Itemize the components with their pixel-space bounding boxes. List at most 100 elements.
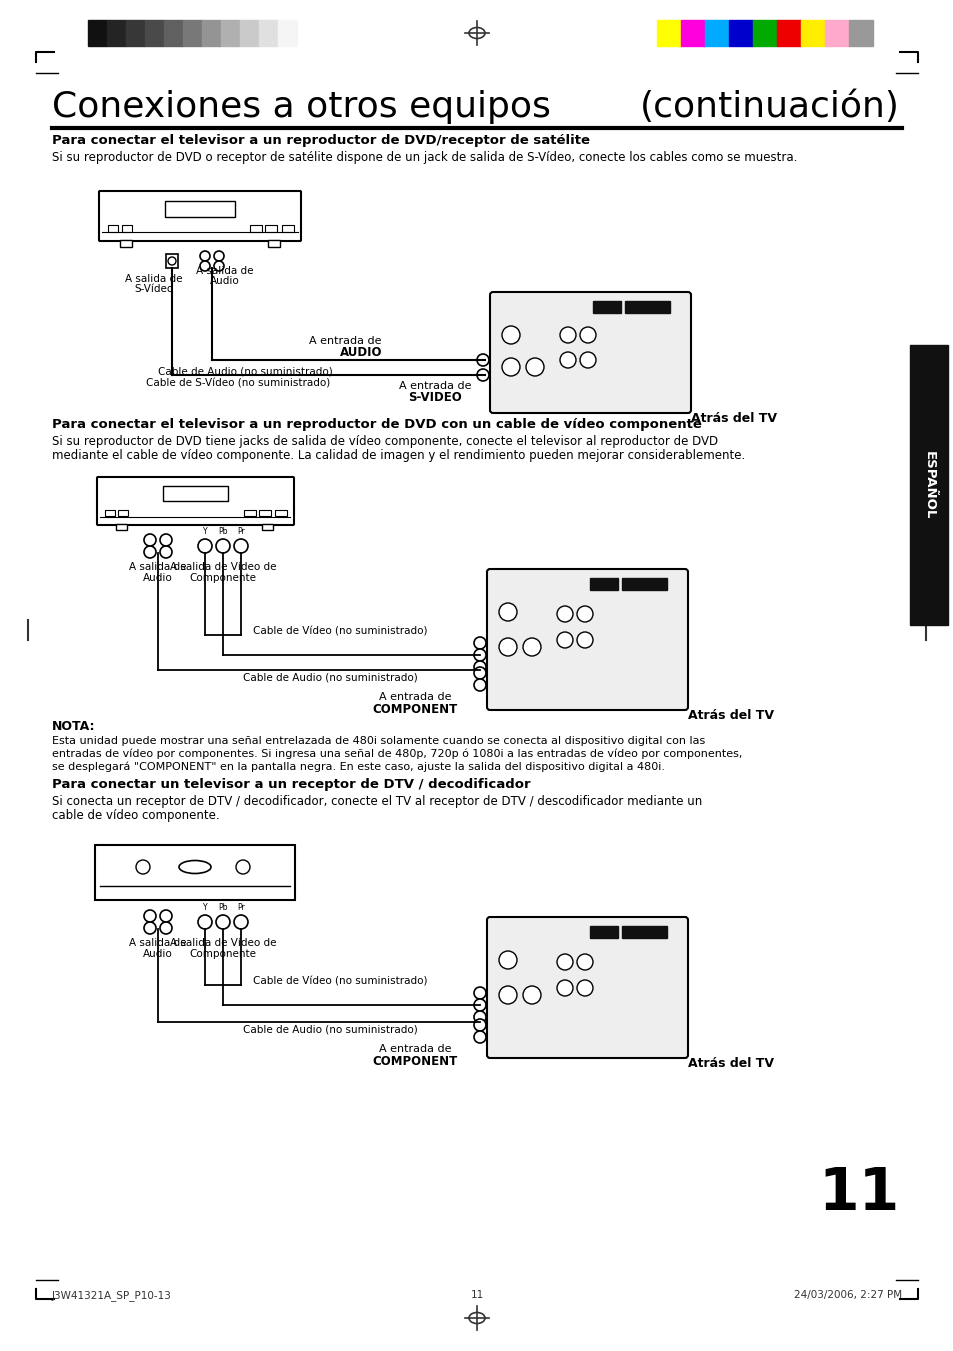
Circle shape bbox=[474, 680, 485, 690]
Circle shape bbox=[557, 607, 573, 621]
Circle shape bbox=[474, 1019, 485, 1031]
Circle shape bbox=[498, 986, 517, 1004]
Circle shape bbox=[474, 661, 485, 673]
Bar bbox=[704, 20, 728, 46]
Text: NOTA:: NOTA: bbox=[52, 720, 95, 734]
Bar bbox=[752, 20, 776, 46]
Bar bbox=[909, 345, 947, 626]
Circle shape bbox=[577, 607, 593, 621]
Bar bbox=[776, 20, 801, 46]
Bar bbox=[258, 509, 271, 516]
Bar bbox=[88, 20, 107, 46]
Circle shape bbox=[144, 534, 156, 546]
Bar bbox=[95, 844, 294, 900]
Text: Para conectar un televisor a un receptor de DTV / decodificador: Para conectar un televisor a un receptor… bbox=[52, 778, 530, 790]
Bar bbox=[824, 20, 848, 46]
Bar bbox=[183, 20, 202, 46]
Text: A entrada de: A entrada de bbox=[398, 381, 471, 390]
FancyBboxPatch shape bbox=[97, 477, 294, 526]
Circle shape bbox=[559, 353, 576, 367]
Text: A salida de: A salida de bbox=[129, 938, 187, 948]
Circle shape bbox=[577, 954, 593, 970]
Text: Cable de Audio (no suministrado): Cable de Audio (no suministrado) bbox=[242, 1024, 416, 1034]
Bar bbox=[120, 240, 132, 247]
Text: Si conecta un receptor de DTV / decodificador, conecte el TV al receptor de DTV : Si conecta un receptor de DTV / decodifi… bbox=[52, 794, 701, 808]
Text: mediante el cable de vídeo componente. La calidad de imagen y el rendimiento pue: mediante el cable de vídeo componente. L… bbox=[52, 449, 744, 462]
Text: Cable de S-Vídeo (no suministrado): Cable de S-Vídeo (no suministrado) bbox=[146, 380, 330, 389]
Circle shape bbox=[168, 257, 175, 265]
FancyBboxPatch shape bbox=[486, 569, 687, 711]
Text: Cable de Vídeo (no suministrado): Cable de Vídeo (no suministrado) bbox=[253, 977, 427, 988]
Bar bbox=[258, 20, 277, 46]
Circle shape bbox=[577, 979, 593, 996]
Text: A entrada de: A entrada de bbox=[378, 692, 451, 703]
Bar bbox=[240, 20, 258, 46]
Bar bbox=[164, 20, 183, 46]
Circle shape bbox=[522, 986, 540, 1004]
Text: A entrada de: A entrada de bbox=[309, 336, 381, 346]
Circle shape bbox=[215, 915, 230, 929]
Bar bbox=[221, 20, 240, 46]
Text: Para conectar el televisor a un reproductor de DVD/receptor de satélite: Para conectar el televisor a un reproduc… bbox=[52, 134, 589, 147]
Text: Pr: Pr bbox=[237, 527, 245, 536]
Circle shape bbox=[525, 358, 543, 376]
Bar bbox=[105, 509, 115, 516]
Circle shape bbox=[522, 638, 540, 657]
Text: Atrás del TV: Atrás del TV bbox=[690, 412, 776, 426]
Text: Audio: Audio bbox=[210, 276, 239, 286]
Bar bbox=[244, 509, 255, 516]
Circle shape bbox=[474, 1011, 485, 1023]
Bar bbox=[268, 240, 280, 247]
Bar bbox=[277, 20, 296, 46]
Circle shape bbox=[235, 861, 250, 874]
Circle shape bbox=[498, 603, 517, 621]
Circle shape bbox=[144, 921, 156, 934]
Text: Componente: Componente bbox=[190, 948, 256, 959]
Text: A salida de Vídeo de: A salida de Vídeo de bbox=[170, 562, 276, 571]
Text: 11: 11 bbox=[818, 1165, 899, 1223]
Bar bbox=[593, 301, 620, 313]
Bar bbox=[107, 20, 126, 46]
Text: Esta unidad puede mostrar una señal entrelazada de 480i solamente cuando se cone: Esta unidad puede mostrar una señal entr… bbox=[52, 736, 704, 746]
Circle shape bbox=[200, 261, 210, 272]
Bar bbox=[108, 226, 118, 232]
Bar bbox=[163, 486, 228, 501]
Bar bbox=[589, 578, 618, 590]
Circle shape bbox=[233, 915, 248, 929]
Circle shape bbox=[501, 326, 519, 345]
Bar bbox=[145, 20, 164, 46]
Circle shape bbox=[501, 358, 519, 376]
Circle shape bbox=[498, 951, 517, 969]
Circle shape bbox=[136, 861, 150, 874]
Circle shape bbox=[498, 638, 517, 657]
Bar bbox=[621, 925, 666, 938]
Bar bbox=[274, 509, 287, 516]
Text: Si su reproductor de DVD tiene jacks de salida de vídeo componente, conecte el t: Si su reproductor de DVD tiene jacks de … bbox=[52, 435, 718, 449]
Circle shape bbox=[559, 327, 576, 343]
Circle shape bbox=[474, 988, 485, 998]
Text: Componente: Componente bbox=[190, 573, 256, 584]
Bar bbox=[801, 20, 824, 46]
Text: S-Vídeo: S-Vídeo bbox=[134, 284, 173, 295]
Text: Para conectar el televisor a un reproductor de DVD con un cable de vídeo compone: Para conectar el televisor a un reproduc… bbox=[52, 417, 701, 431]
FancyBboxPatch shape bbox=[99, 190, 301, 240]
Circle shape bbox=[474, 648, 485, 661]
Text: J3W41321A_SP_P10-13: J3W41321A_SP_P10-13 bbox=[52, 1290, 172, 1301]
Circle shape bbox=[198, 915, 212, 929]
Circle shape bbox=[474, 667, 485, 680]
Text: S-VIDEO: S-VIDEO bbox=[408, 390, 461, 404]
Text: Cable de Audio (no suministrado): Cable de Audio (no suministrado) bbox=[157, 367, 332, 377]
Circle shape bbox=[474, 638, 485, 648]
Bar bbox=[728, 20, 752, 46]
Text: Pr: Pr bbox=[237, 902, 245, 912]
Bar bbox=[621, 578, 666, 590]
Text: A salida de Vídeo de: A salida de Vídeo de bbox=[170, 938, 276, 948]
Bar bbox=[624, 301, 669, 313]
Bar bbox=[250, 226, 262, 232]
Text: A entrada de: A entrada de bbox=[378, 1044, 451, 1054]
Circle shape bbox=[557, 954, 573, 970]
Circle shape bbox=[557, 979, 573, 996]
Text: Y: Y bbox=[202, 527, 207, 536]
Bar bbox=[657, 20, 680, 46]
Circle shape bbox=[579, 327, 596, 343]
